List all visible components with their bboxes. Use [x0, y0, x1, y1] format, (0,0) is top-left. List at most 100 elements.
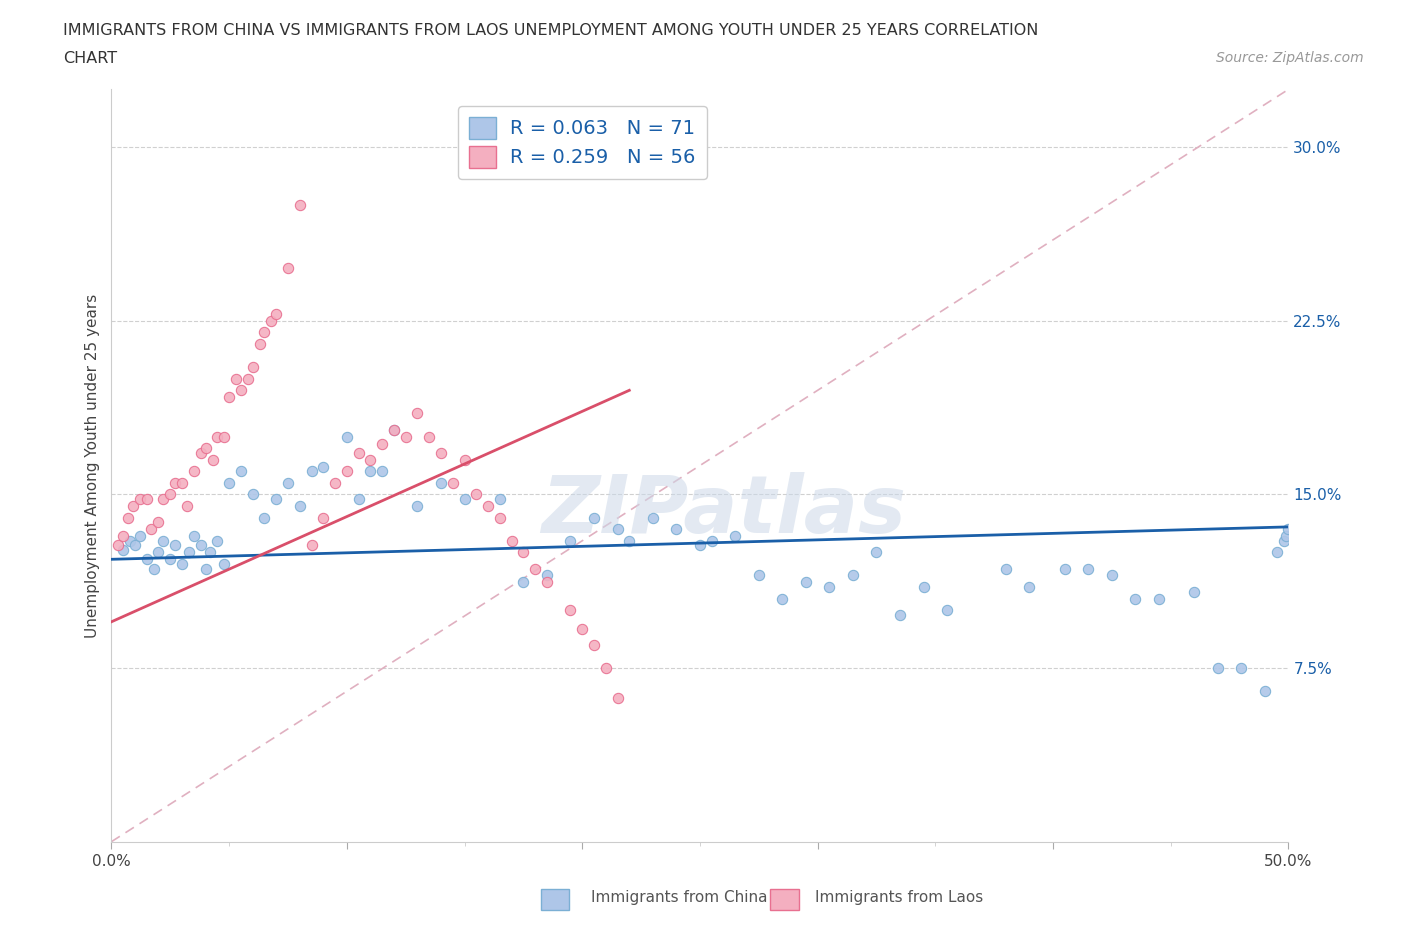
Point	[501, 533, 523, 548]
Point	[177, 545, 200, 560]
Point	[994, 561, 1017, 576]
Point	[1147, 591, 1170, 606]
Point	[606, 691, 628, 706]
Point	[359, 452, 381, 467]
Point	[359, 464, 381, 479]
Point	[190, 445, 212, 460]
Point	[347, 492, 370, 507]
Point	[1230, 660, 1253, 675]
Point	[242, 360, 264, 375]
Point	[665, 522, 688, 537]
Point	[218, 390, 240, 405]
Point	[152, 492, 174, 507]
Point	[488, 511, 510, 525]
Point	[794, 575, 817, 590]
Legend: R = 0.063   N = 71, R = 0.259   N = 56: R = 0.063 N = 71, R = 0.259 N = 56	[458, 106, 706, 179]
Point	[253, 511, 276, 525]
Point	[253, 325, 276, 339]
Point	[406, 406, 429, 421]
Point	[135, 551, 157, 566]
Point	[183, 464, 205, 479]
Point	[128, 492, 150, 507]
Point	[865, 545, 887, 560]
Point	[1125, 591, 1147, 606]
Point	[163, 538, 186, 552]
Point	[194, 561, 217, 576]
Point	[536, 575, 558, 590]
Text: Source: ZipAtlas.com: Source: ZipAtlas.com	[1216, 51, 1364, 65]
Point	[288, 198, 311, 213]
Point	[512, 575, 534, 590]
Text: ZIPatlas: ZIPatlas	[541, 472, 905, 550]
Point	[512, 545, 534, 560]
Point	[207, 429, 229, 444]
Point	[201, 452, 224, 467]
Point	[371, 464, 394, 479]
Text: IMMIGRANTS FROM CHINA VS IMMIGRANTS FROM LAOS UNEMPLOYMENT AMONG YOUTH UNDER 25 : IMMIGRANTS FROM CHINA VS IMMIGRANTS FROM…	[63, 23, 1039, 38]
Point	[595, 660, 617, 675]
Point	[194, 441, 217, 456]
Point	[1254, 684, 1277, 698]
Point	[236, 371, 259, 386]
Point	[477, 498, 499, 513]
Point	[453, 492, 475, 507]
Point	[121, 498, 143, 513]
Point	[1277, 522, 1299, 537]
Point	[1077, 561, 1099, 576]
Point	[1272, 533, 1295, 548]
Point	[1206, 660, 1229, 675]
Text: Immigrants from Laos: Immigrants from Laos	[815, 890, 984, 905]
Point	[406, 498, 429, 513]
Point	[395, 429, 418, 444]
Point	[117, 511, 139, 525]
Point	[641, 511, 664, 525]
Point	[264, 492, 287, 507]
Point	[430, 445, 453, 460]
Point	[382, 422, 405, 437]
Point	[159, 551, 181, 566]
Point	[112, 529, 135, 544]
Point	[1018, 579, 1040, 594]
Point	[700, 533, 723, 548]
Point	[560, 533, 582, 548]
Point	[277, 260, 299, 275]
Point	[249, 337, 271, 352]
Point	[818, 579, 841, 594]
Point	[214, 556, 236, 571]
Point	[582, 511, 605, 525]
Y-axis label: Unemployment Among Youth under 25 years: Unemployment Among Youth under 25 years	[86, 294, 100, 638]
Point	[135, 492, 157, 507]
Point	[107, 538, 129, 552]
Point	[218, 475, 240, 490]
Point	[936, 603, 959, 618]
Text: Immigrants from China: Immigrants from China	[591, 890, 768, 905]
Point	[1182, 584, 1205, 599]
Point	[323, 475, 346, 490]
Point	[163, 475, 186, 490]
Point	[465, 487, 488, 502]
Text: CHART: CHART	[63, 51, 117, 66]
Point	[120, 533, 142, 548]
Point	[889, 607, 911, 622]
Point	[560, 603, 582, 618]
Point	[124, 538, 146, 552]
Point	[582, 637, 605, 652]
Point	[488, 492, 510, 507]
Point	[229, 464, 252, 479]
Point	[152, 533, 174, 548]
Point	[524, 561, 547, 576]
Point	[418, 429, 440, 444]
Point	[112, 542, 135, 557]
Point	[336, 464, 359, 479]
Point	[430, 475, 453, 490]
Point	[148, 515, 170, 530]
Point	[141, 522, 163, 537]
Point	[571, 621, 593, 636]
Point	[159, 487, 181, 502]
Point	[207, 533, 229, 548]
Point	[200, 545, 222, 560]
Point	[1101, 568, 1123, 583]
Point	[770, 591, 793, 606]
Point	[229, 383, 252, 398]
Point	[142, 561, 165, 576]
